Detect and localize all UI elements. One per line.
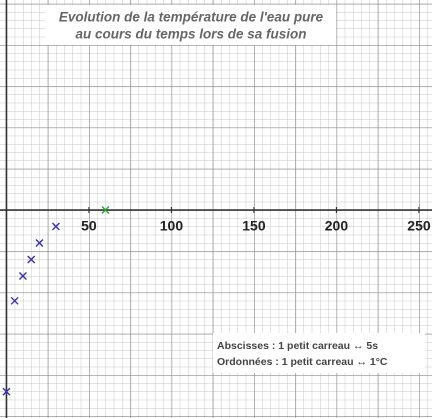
data-point <box>27 255 36 264</box>
data-point <box>35 239 44 248</box>
data-point <box>18 272 27 281</box>
data-point <box>101 206 110 215</box>
annotation-box <box>213 333 425 373</box>
chart-title: Evolution de la température de l'eau pur… <box>59 10 324 25</box>
x-tick-label: 150 <box>242 218 266 234</box>
x-tick-label: 200 <box>325 218 349 234</box>
data-point <box>10 296 19 305</box>
x-tick-label: 250 <box>407 218 431 234</box>
annotation: Abscisses : 1 petit carreau ↔ 5s <box>217 340 378 352</box>
chart-title: au cours du temps lors de sa fusion <box>75 27 306 42</box>
data-point <box>51 222 60 231</box>
x-tick-label: 100 <box>160 218 184 234</box>
data-point <box>2 387 11 396</box>
title-box <box>45 5 336 45</box>
x-tick-label: 50 <box>81 218 97 234</box>
annotation: Ordonnées : 1 petit carreau ↔ 1°C <box>217 356 388 368</box>
